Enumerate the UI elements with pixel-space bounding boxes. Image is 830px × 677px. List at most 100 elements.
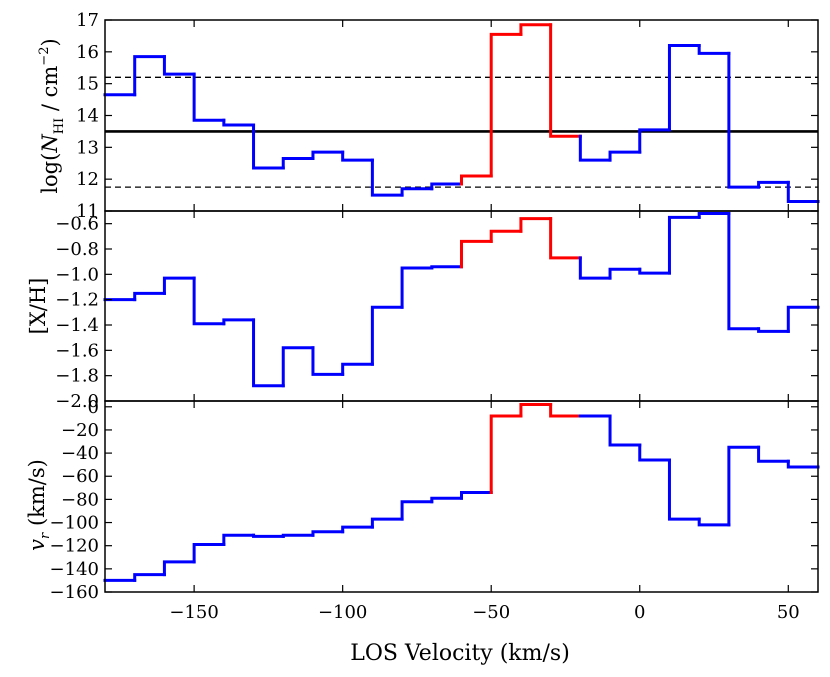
panel-1-step-bin-19 [638, 128, 671, 154]
panel-1-step-bin-21 [697, 43, 731, 55]
panel-3-frame [104, 400, 819, 593]
panel-3-ytick-label: −140 [50, 559, 99, 580]
x-tick-label: −50 [472, 602, 510, 623]
panel-2-step-bin-2 [133, 291, 166, 302]
panel-3-step-bin-6 [252, 533, 285, 538]
panel-3-step-bin-3 [162, 560, 196, 577]
panel-1-step-bin-7 [281, 156, 315, 170]
panel-3-ytick-label: −100 [50, 513, 99, 534]
panel-3-step-bin-23 [757, 445, 790, 463]
panel-1-step-bin-9 [341, 150, 374, 162]
panel-3-step-bin-15 [519, 402, 553, 418]
panel-3-ytick-label: −80 [61, 489, 99, 510]
panel-1-ytick-label: 17 [76, 10, 99, 31]
panel-3-step-bin-14 [489, 414, 523, 494]
panel-2-ytick-label: −0.8 [55, 239, 99, 260]
panel-2-ytick-label: −1.2 [55, 290, 99, 311]
panel-2-step-bin-8 [311, 346, 345, 376]
panel-2-step-bin-18 [608, 267, 642, 280]
panel-3-step-bin-12 [430, 496, 463, 504]
panel-3-step-bin-10 [370, 517, 404, 529]
panel-3-step-bin-20 [667, 458, 701, 521]
panel-2-step-bin-13 [460, 239, 493, 269]
panel-1-step-bin-17 [578, 134, 612, 162]
panel-2-step-bin-20 [667, 215, 701, 275]
panel-3-step-bin-4 [192, 543, 226, 564]
panel-1-step-bin-23 [757, 180, 790, 189]
panel-2-step-bin-22 [727, 212, 761, 331]
panel-1-step-bin-20 [667, 43, 701, 132]
panel-3-step-bin-21 [697, 517, 731, 527]
panel-1-step-bin-15 [519, 23, 553, 36]
panel-3-step-bin-5 [222, 533, 256, 547]
panel-3-step-bin-9 [341, 525, 374, 534]
panel-1-step-bin-13 [460, 174, 493, 186]
panel-3-ytick-label: 0 [88, 397, 99, 418]
panel-2-ytick-label: −1.6 [55, 340, 99, 361]
panel-3-step-bin-2 [133, 573, 166, 582]
panel-3-step-bin-16 [549, 402, 582, 418]
panel-1-step-bin-12 [430, 182, 463, 191]
panel-3-ytick-label: −40 [61, 443, 99, 464]
panel-3-step-bin-18 [608, 414, 642, 447]
panel-2-ytick-label: −0.6 [55, 214, 99, 235]
panel-2-ytick-label: −1.4 [55, 315, 99, 336]
panel-1-step-bin-8 [311, 150, 345, 160]
panel-3-ytick-label: −160 [50, 582, 99, 603]
panel-2-step-bin-10 [370, 305, 404, 366]
x-tick-label: −100 [318, 602, 367, 623]
panel-3-step-bin-8 [311, 530, 345, 537]
panel-1-ytick-label: 14 [76, 106, 99, 127]
panel-2-ytick-label: −2.0 [55, 391, 99, 412]
panel-2-frame [104, 210, 819, 402]
panel-1-step-bin-4 [192, 72, 226, 122]
x-tick-label: 0 [634, 602, 645, 623]
panel-1-ytick-label: 16 [76, 42, 99, 63]
panel-2-step-bin-15 [519, 217, 553, 233]
panel-2-step-bin-12 [430, 265, 463, 270]
panel-3-step-bin-7 [281, 533, 315, 538]
panel-2-step-bin-3 [162, 276, 196, 295]
panel-1-step-bin-18 [608, 150, 642, 162]
panel-2-step-bin-4 [192, 276, 226, 326]
panel-2-step-bin-16 [549, 217, 582, 260]
panel-1-ytick-label: 15 [76, 74, 99, 95]
panel-1-ytick-label: 12 [76, 169, 99, 190]
panel-2-step-bin-9 [341, 362, 374, 376]
x-tick-label: −150 [169, 602, 218, 623]
panel-1-ylabel: log(NHI / cm−2) [37, 38, 67, 193]
panel-1-step-bin-2 [133, 55, 166, 97]
panel-2-step-bin-7 [281, 346, 315, 388]
panel-3-step-bin-24 [786, 459, 820, 469]
panel-2-step-bin-14 [489, 229, 523, 243]
panel-3-ytick-label: −120 [50, 536, 99, 557]
panel-3-step-bin-19 [638, 443, 671, 462]
panel-2-step-bin-23 [757, 327, 790, 333]
x-tick-label: 50 [777, 602, 800, 623]
panel-2-step-bin-19 [638, 267, 671, 275]
panel-2-step-bin-17 [578, 256, 612, 280]
panel-2-step-bin-24 [786, 305, 820, 333]
panel-3-step-bin-13 [460, 490, 493, 500]
panel-1-step-bin-11 [400, 187, 434, 197]
panel-3-ytick-label: −60 [61, 466, 99, 487]
panel-2-ytick-label: −1.8 [55, 366, 99, 387]
panel-1-step-bin-22 [727, 51, 761, 189]
panel-1-ytick-label: 11 [76, 201, 99, 222]
panel-1-step-bin-14 [489, 32, 523, 178]
panel-2-ytick-label: −1.0 [55, 264, 99, 285]
panel-1-step-bin-6 [252, 123, 285, 170]
panel-2-step-bin-11 [400, 266, 434, 309]
panel-1-step-bin-16 [549, 23, 582, 138]
panel-3-ytick-label: −20 [61, 420, 99, 441]
panel-1-step-bin-24 [786, 180, 820, 203]
panel-2-step-bin-5 [222, 318, 256, 326]
panel-3-step-bin-22 [727, 445, 761, 527]
panel-1-step-bin-10 [370, 158, 404, 197]
panel-1-step-bin-5 [222, 118, 256, 127]
x-axis-label: LOS Velocity (km/s) [350, 641, 570, 666]
panel-3-step-bin-11 [400, 500, 434, 521]
panel-3-ylabel: vr (km/s) [25, 459, 53, 551]
panel-1-ytick-label: 13 [76, 137, 99, 158]
